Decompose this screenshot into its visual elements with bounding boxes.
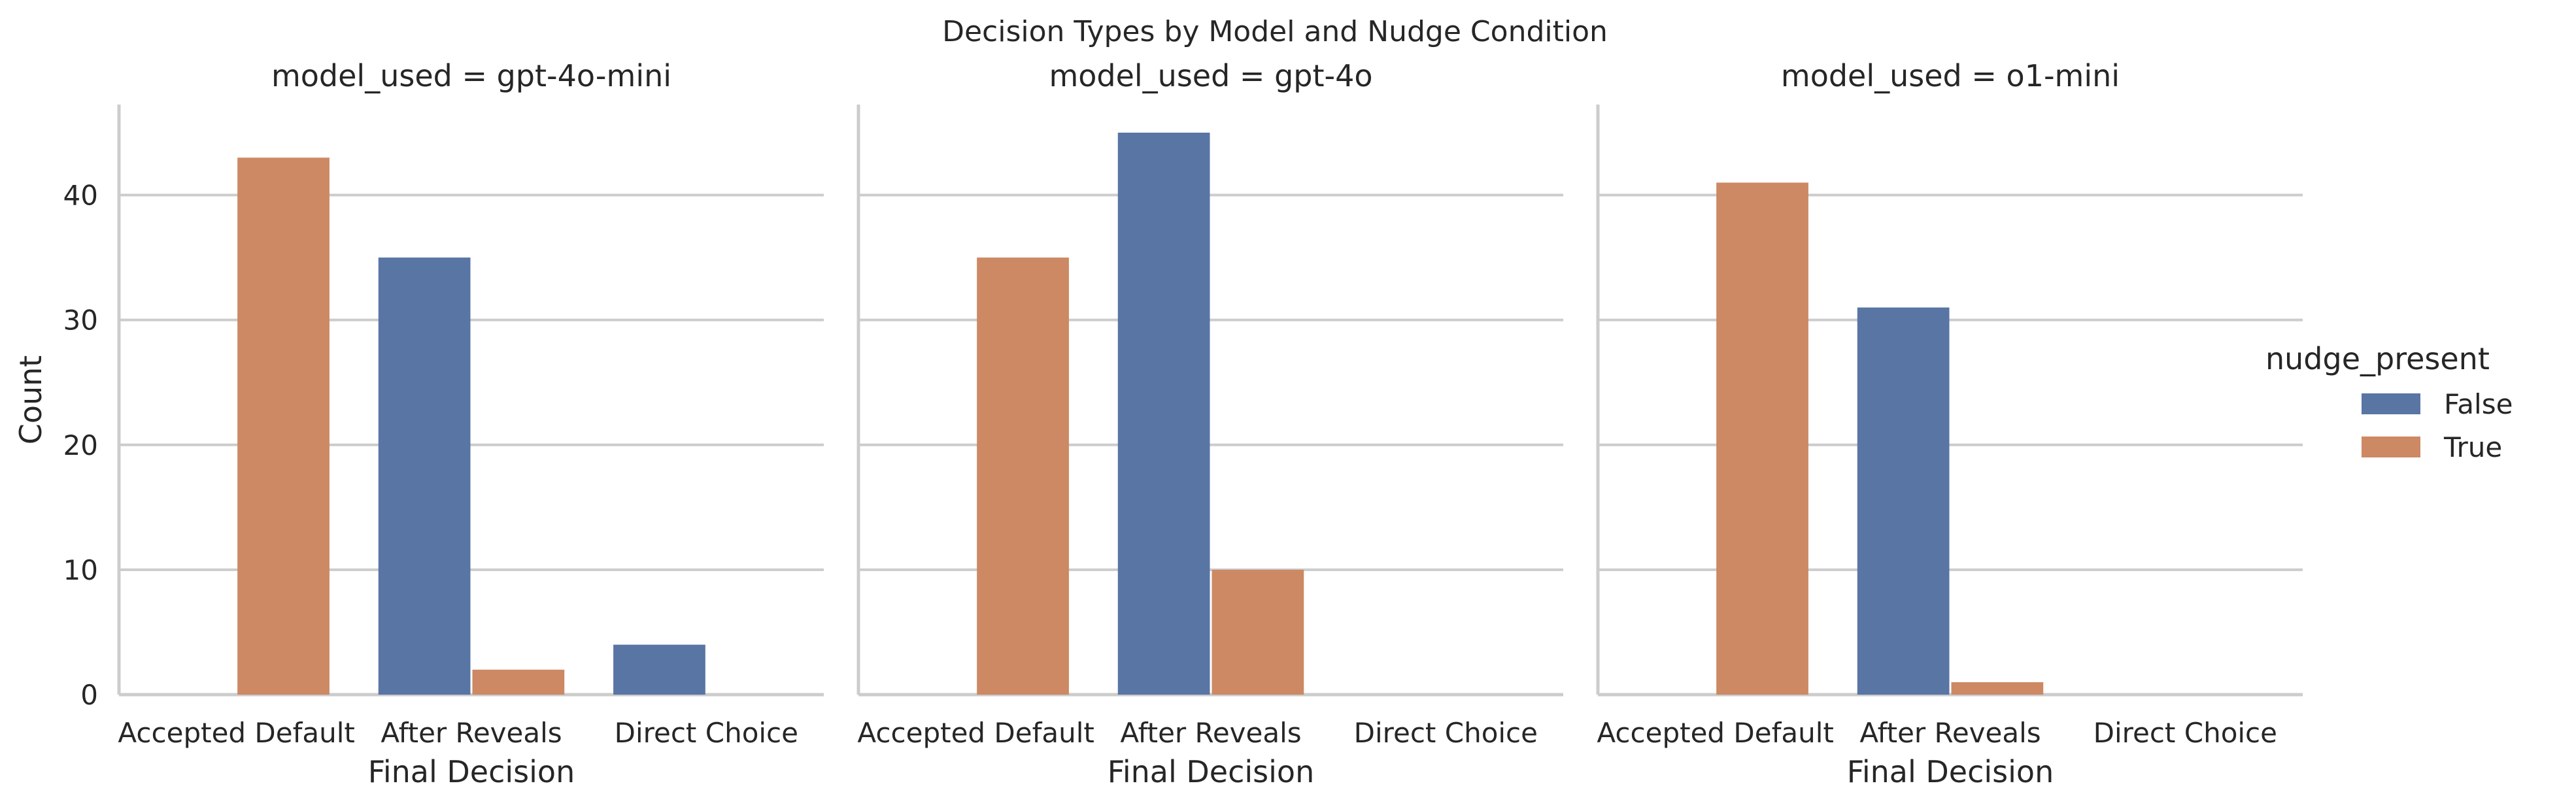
panel-2: model_used = gpt-4o Accepted Default After… <box>856 58 1563 789</box>
legend-swatch-true <box>2362 437 2420 457</box>
bar-true-accepted-default <box>977 257 1069 695</box>
x-axis-label: Final Decision <box>1847 754 2054 789</box>
bar-true-accepted-default <box>237 157 330 695</box>
x-tick-label: Accepted Default <box>857 717 1094 749</box>
y-tick-label: 10 <box>63 554 98 586</box>
x-axis-label: Final Decision <box>1108 754 1314 789</box>
y-tick-label: 0 <box>80 679 98 711</box>
panel-title: model_used = gpt-4o-mini <box>271 58 671 93</box>
legend-entry-false: False <box>2444 388 2513 420</box>
legend-swatch-false <box>2362 393 2420 414</box>
x-tick-label: Direct Choice <box>615 717 798 749</box>
bar-true-after-reveals <box>472 669 565 695</box>
bar-false-after-reveals <box>1857 307 1950 695</box>
x-tick-label: Direct Choice <box>1354 717 1538 749</box>
x-tick-label: Accepted Default <box>1597 717 1833 749</box>
legend-title: nudge_present <box>2265 341 2490 376</box>
x-tick-label: Accepted Default <box>118 717 354 749</box>
x-tick-label: Direct Choice <box>2093 717 2277 749</box>
bar-false-after-reveals <box>378 257 471 695</box>
bar-true-accepted-default <box>1716 182 1808 695</box>
bar-true-after-reveals <box>1951 682 2044 695</box>
y-tick-label: 20 <box>63 429 98 461</box>
y-axis-label: Count <box>13 355 48 445</box>
panel-title: model_used = o1-mini <box>1781 58 2120 93</box>
legend-entry-true: True <box>2443 431 2502 463</box>
panel-1: model_used = gpt-4o-mini Accepted Default… <box>63 58 824 789</box>
panel-title: model_used = gpt-4o <box>1049 58 1372 93</box>
x-tick-label: After Reveals <box>1120 717 1301 749</box>
y-tick-label: 30 <box>63 305 98 337</box>
panel-3: model_used = o1-mini Accepted Default Afte… <box>1596 58 2303 789</box>
x-axis-label: Final Decision <box>368 754 575 789</box>
legend: nudge_present False True <box>2265 341 2513 463</box>
chart-panels: model_used = gpt-4o-mini Accepted Default… <box>63 58 2303 789</box>
x-tick-label: After Reveals <box>1859 717 2041 749</box>
x-tick-label: After Reveals <box>381 717 562 749</box>
y-tick-label: 40 <box>63 180 98 212</box>
bar-false-after-reveals <box>1117 133 1210 695</box>
figure-title: Decision Types by Model and Nudge Condit… <box>942 15 1608 48</box>
bar-true-after-reveals <box>1212 569 1304 695</box>
bar-false-direct-choice <box>613 644 705 695</box>
